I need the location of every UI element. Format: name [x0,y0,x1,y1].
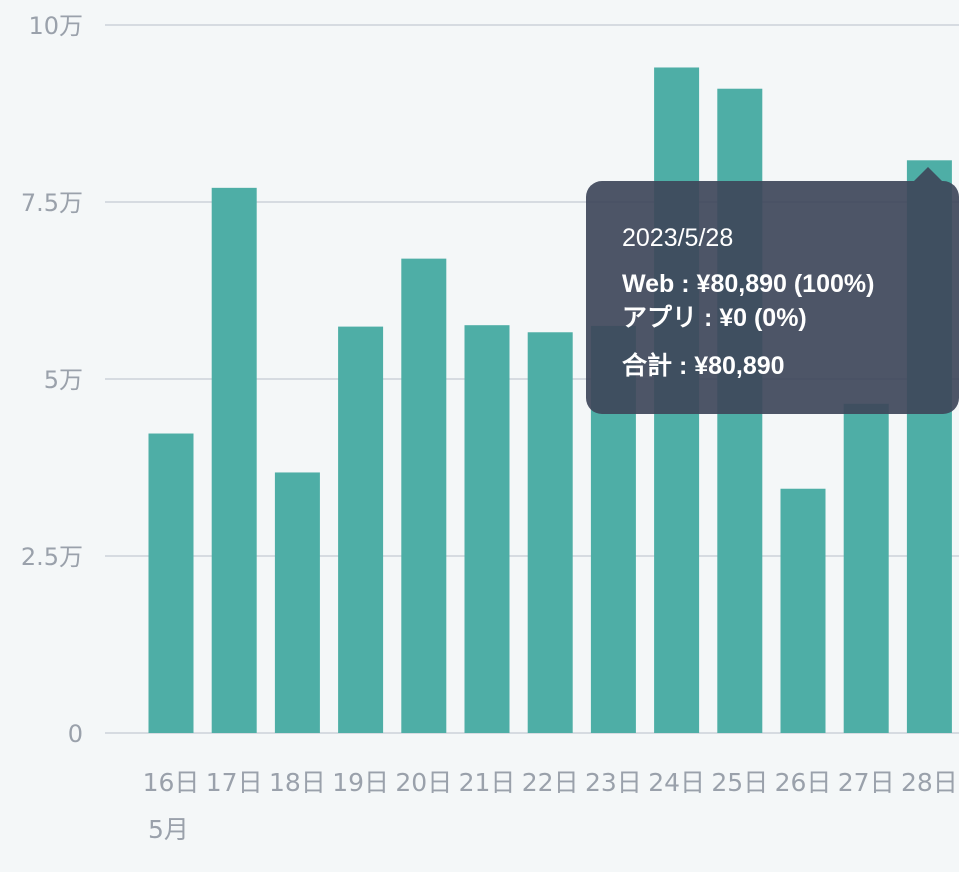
x-tick-label: 25日 [711,768,768,797]
tooltip-app-line: アプリ : ¥0 (0%) [622,304,807,332]
bar[interactable] [527,332,573,733]
tooltip-web-line: Web : ¥80,890 (100%) [622,270,875,298]
y-tick-label: 10万 [28,12,83,40]
y-tick-label: 2.5万 [21,543,83,571]
x-tick-label: 16日 [143,768,200,797]
x-tick-label: 26日 [775,768,832,797]
bar[interactable] [274,472,320,733]
x-tick-label: 22日 [522,768,579,797]
tooltip-total-line: 合計 : ¥80,890 [622,352,785,380]
x-axis-month-label: 5月 [148,815,189,844]
tooltip-arrow [914,167,942,181]
bar[interactable] [148,433,194,733]
y-tick-label: 7.5万 [21,189,83,217]
bar-tooltip: 2023/5/28 Web : ¥80,890 (100%) アプリ : ¥0 … [586,167,959,414]
x-tick-label: 17日 [206,768,263,797]
bar[interactable] [780,488,826,733]
x-tick-label: 24日 [648,768,705,797]
bar[interactable] [401,258,447,733]
x-tick-label: 27日 [838,768,895,797]
x-tick-label: 28日 [901,768,958,797]
x-axis-ticks: 16日 17日 18日 19日 20日 21日 22日 23日 24日 25日 26日 27日 28日 [143,768,958,797]
bar[interactable] [338,326,384,733]
tooltip-date: 2023/5/28 [622,224,734,252]
x-tick-label: 21日 [459,768,516,797]
y-axis-ticks: 0 2.5万 5万 7.5万 10万 [21,12,83,748]
x-tick-label: 19日 [332,768,389,797]
bar[interactable] [464,325,510,733]
x-tick-label: 20日 [395,768,452,797]
bar[interactable] [211,187,257,734]
bar[interactable] [843,403,889,733]
x-tick-label: 18日 [269,768,326,797]
x-tick-label: 23日 [585,768,642,797]
y-tick-label: 5万 [44,366,83,394]
y-tick-label: 0 [68,720,83,748]
